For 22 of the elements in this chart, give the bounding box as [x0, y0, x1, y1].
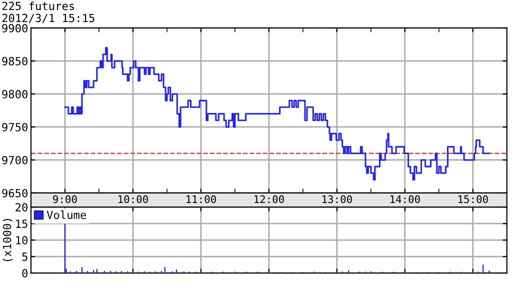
- y-tick-label: 9650: [2, 188, 28, 198]
- y-tick-label: 9700: [2, 156, 28, 164]
- x-tick-label: 9:00: [53, 195, 77, 204]
- chart-title: 225 futures: [2, 2, 74, 10]
- x-tick-label: 14:00: [390, 195, 420, 204]
- y-axis-title: (x1000): [2, 218, 13, 262]
- y-tick-label: 9900: [2, 24, 28, 32]
- legend-label: Volume: [46, 210, 86, 220]
- x-tick-label: 13:00: [322, 195, 352, 204]
- y-tick-label: 5: [22, 252, 28, 261]
- chart-subtitle: 2012/3/1 15:15: [2, 14, 94, 24]
- x-tick-label: 15:00: [458, 195, 488, 204]
- y-tick-label: 15: [16, 220, 28, 228]
- x-tick-label: 10:00: [118, 195, 148, 204]
- y-tick-label: 20: [16, 203, 28, 212]
- y-tick-label: 10: [16, 236, 28, 244]
- y-tick-label: 9750: [2, 122, 28, 132]
- y-tick-label: 0: [22, 269, 28, 278]
- x-tick-label: 12:00: [254, 195, 284, 204]
- y-tick-label: 9850: [2, 56, 28, 66]
- y-tick-label: 9800: [2, 90, 28, 98]
- x-tick-label: 11:00: [186, 195, 216, 204]
